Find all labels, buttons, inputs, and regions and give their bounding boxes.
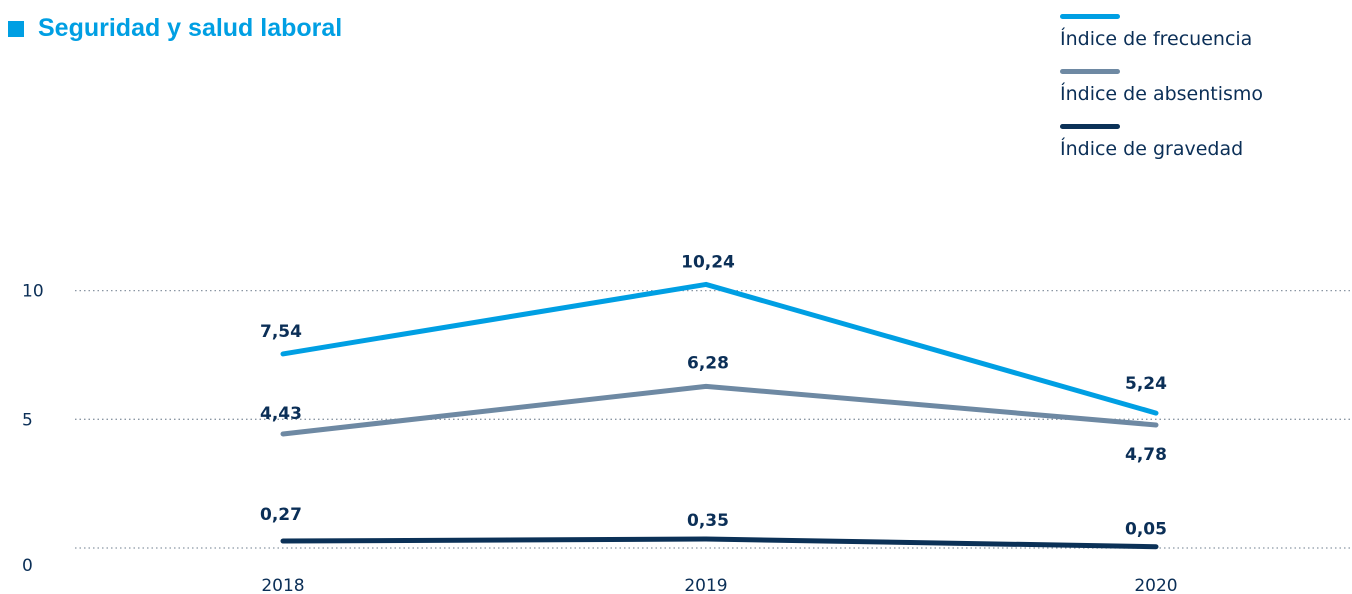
legend-item-gravedad: Índice de gravedad — [1060, 122, 1330, 177]
legend-label-gravedad: Índice de gravedad — [1060, 138, 1244, 160]
y-tick-label-0: 0 — [22, 556, 33, 576]
legend-swatch-gravedad — [1060, 124, 1120, 129]
data-label-1-0: 4,43 — [260, 404, 302, 424]
x-tick-label-2018: 2018 — [261, 576, 304, 594]
legend-label-frecuencia: Índice de frecuencia — [1060, 28, 1253, 50]
chart-title: Seguridad y salud laboral — [38, 14, 343, 42]
chart-title-group: Seguridad y salud laboral — [8, 14, 342, 43]
legend-item-absentismo: Índice de absentismo — [1060, 67, 1330, 122]
series-line-1 — [280, 383, 1159, 437]
data-label-2-1: 0,35 — [687, 511, 729, 531]
legend-label-absentismo: Índice de absentismo — [1060, 83, 1264, 105]
data-label-1-1: 6,28 — [687, 353, 729, 373]
legend: Índice de frecuencia Índice de absentism… — [1060, 12, 1330, 177]
x-tick-label-2020: 2020 — [1134, 576, 1177, 594]
x-tick-label-2019: 2019 — [684, 576, 727, 594]
legend-swatch-frecuencia — [1060, 14, 1120, 19]
title-square-icon — [8, 20, 24, 37]
data-label-2-0: 0,27 — [260, 505, 302, 525]
data-label-2-2: 0,05 — [1125, 520, 1167, 540]
y-tick-label-10: 10 — [22, 282, 44, 302]
data-label-0-2: 5,24 — [1125, 374, 1167, 394]
legend-item-frecuencia: Índice de frecuencia — [1060, 12, 1330, 67]
data-label-0-0: 7,54 — [260, 322, 302, 342]
y-tick-label-5: 5 — [22, 410, 33, 430]
series-line-0 — [280, 281, 1159, 416]
legend-swatch-absentismo — [1060, 69, 1120, 74]
data-label-1-2: 4,78 — [1125, 445, 1167, 465]
series-line-2 — [280, 536, 1159, 550]
data-label-0-1: 10,24 — [681, 252, 735, 272]
